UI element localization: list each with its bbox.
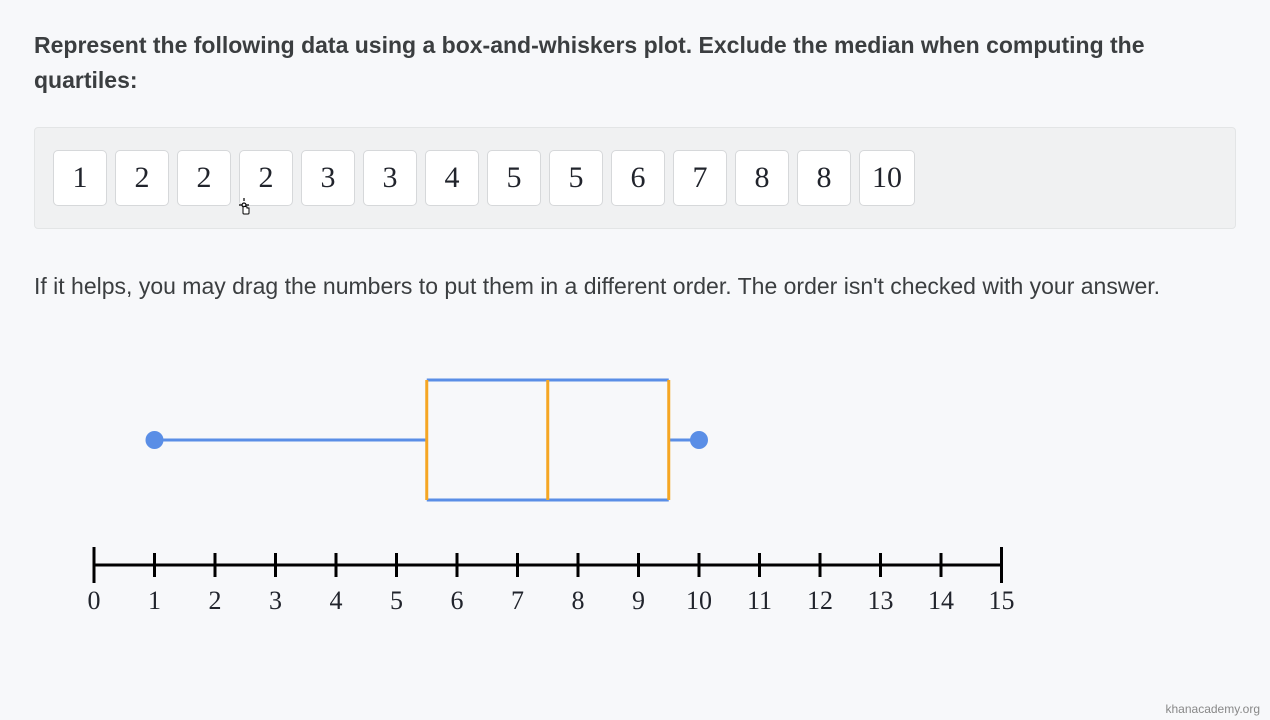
axis-label: 8 [572, 586, 585, 615]
axis-label: 13 [868, 586, 894, 615]
data-tile[interactable]: 1 [53, 150, 107, 206]
axis-label: 2 [209, 586, 222, 615]
axis-label: 5 [390, 586, 403, 615]
data-tile[interactable]: 2 [115, 150, 169, 206]
axis-label: 4 [330, 586, 343, 615]
axis-label: 1 [148, 586, 161, 615]
data-tile[interactable]: 2 [177, 150, 231, 206]
data-tile[interactable]: 6 [611, 150, 665, 206]
axis-label: 11 [747, 586, 772, 615]
data-tile[interactable]: 2 [239, 150, 293, 206]
axis-label: 15 [989, 586, 1015, 615]
watermark: khanacademy.org [1166, 702, 1261, 716]
data-tile[interactable]: 8 [797, 150, 851, 206]
data-tile[interactable]: 5 [487, 150, 541, 206]
boxplot-svg[interactable]: 0123456789101112131415 [34, 355, 1234, 635]
axis-label: 6 [451, 586, 464, 615]
data-tile[interactable]: 3 [301, 150, 355, 206]
axis-label: 3 [269, 586, 282, 615]
axis-label: 10 [686, 586, 712, 615]
axis-label: 0 [88, 586, 101, 615]
data-values-panel: 122233455678810 [34, 127, 1236, 229]
data-tile[interactable]: 10 [859, 150, 915, 206]
data-tile[interactable]: 8 [735, 150, 789, 206]
axis-label: 12 [807, 586, 833, 615]
whisker-min-handle[interactable] [146, 431, 164, 449]
hint-text: If it helps, you may drag the numbers to… [34, 269, 1236, 305]
boxplot-area[interactable]: 0123456789101112131415 [34, 355, 1236, 655]
axis-label: 14 [928, 586, 954, 615]
question-prompt: Represent the following data using a box… [34, 28, 1236, 97]
data-tile[interactable]: 7 [673, 150, 727, 206]
whisker-max-handle[interactable] [690, 431, 708, 449]
data-tile[interactable]: 5 [549, 150, 603, 206]
data-tile[interactable]: 4 [425, 150, 479, 206]
axis-label: 7 [511, 586, 524, 615]
data-tile[interactable]: 3 [363, 150, 417, 206]
axis-label: 9 [632, 586, 645, 615]
